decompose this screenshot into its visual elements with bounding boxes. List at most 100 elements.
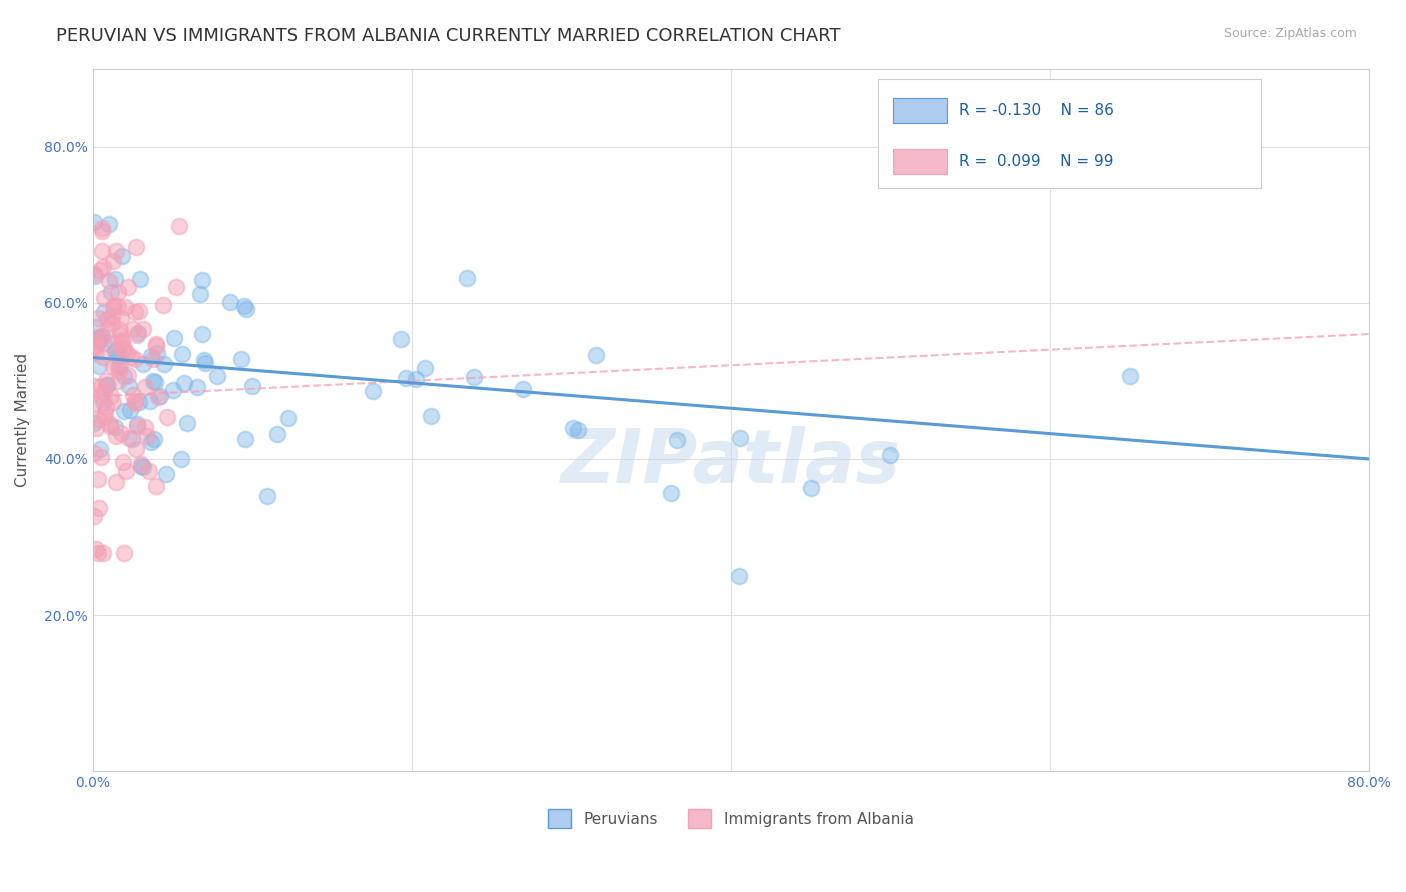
Point <box>124 351 146 366</box>
Point <box>395 371 418 385</box>
Point <box>96 375 118 389</box>
Point <box>114 403 136 417</box>
Point <box>125 239 148 253</box>
Point <box>96 378 118 392</box>
Point <box>83 446 105 460</box>
Point <box>104 344 127 359</box>
Point <box>143 432 166 446</box>
Point <box>152 298 174 312</box>
Point <box>136 429 159 443</box>
Point <box>91 546 114 560</box>
Point <box>90 389 112 403</box>
Point <box>90 244 112 259</box>
Point <box>89 442 111 457</box>
Point <box>125 442 148 456</box>
Point <box>91 350 114 364</box>
Point <box>93 291 115 305</box>
Point <box>420 409 443 423</box>
Point <box>128 395 150 409</box>
Point <box>567 423 589 437</box>
Point <box>145 479 167 493</box>
Point <box>84 421 107 435</box>
Point <box>90 379 112 393</box>
Point <box>86 546 108 560</box>
Point <box>129 457 152 471</box>
Point <box>97 322 120 336</box>
Point <box>96 311 118 326</box>
Point <box>138 465 160 479</box>
Point <box>107 285 129 300</box>
Point <box>114 300 136 314</box>
Point <box>111 334 134 349</box>
Point <box>879 448 901 462</box>
Point <box>115 464 138 478</box>
Point <box>134 380 156 394</box>
Point <box>105 244 128 259</box>
Point <box>219 294 242 309</box>
Point <box>1119 369 1142 384</box>
Point <box>128 303 150 318</box>
Point <box>105 344 128 359</box>
Point <box>256 490 278 504</box>
Point <box>132 357 155 371</box>
Point <box>170 452 193 467</box>
Point <box>87 311 110 326</box>
Point <box>84 340 107 354</box>
Point <box>405 372 427 386</box>
Point <box>107 374 129 388</box>
Point <box>155 467 177 482</box>
Text: R = -0.130    N = 86: R = -0.130 N = 86 <box>959 103 1114 119</box>
Point <box>90 450 112 464</box>
Point <box>121 387 143 401</box>
Point <box>93 335 115 350</box>
Point <box>266 427 288 442</box>
Point <box>112 455 135 469</box>
Point <box>138 393 160 408</box>
Point <box>172 347 194 361</box>
Point <box>107 349 129 363</box>
Point <box>727 569 749 583</box>
Point <box>103 337 125 351</box>
Point <box>127 326 149 341</box>
Point <box>84 334 107 348</box>
Point <box>108 364 131 378</box>
Point <box>87 412 110 426</box>
Point <box>115 346 138 360</box>
Point <box>231 351 253 366</box>
Point <box>83 379 105 393</box>
Point <box>110 358 132 372</box>
Point <box>83 345 105 359</box>
FancyBboxPatch shape <box>877 79 1261 188</box>
Point <box>173 376 195 390</box>
Point <box>101 316 124 330</box>
Point <box>83 509 105 524</box>
Legend: Peruvians, Immigrants from Albania: Peruvians, Immigrants from Albania <box>543 803 920 834</box>
Point <box>83 268 105 282</box>
Point <box>97 217 120 231</box>
Point <box>84 338 107 352</box>
Point <box>145 336 167 351</box>
Point <box>90 329 112 343</box>
Point <box>84 268 107 283</box>
Point <box>101 254 124 268</box>
Point <box>118 431 141 445</box>
Bar <box>893 149 946 174</box>
Point <box>191 327 214 342</box>
Point <box>562 421 585 435</box>
Point <box>84 320 107 334</box>
Text: PERUVIAN VS IMMIGRANTS FROM ALBANIA CURRENTLY MARRIED CORRELATION CHART: PERUVIAN VS IMMIGRANTS FROM ALBANIA CURR… <box>56 27 841 45</box>
Point <box>585 348 607 362</box>
Point <box>118 403 141 417</box>
Point <box>93 409 115 424</box>
Point <box>86 541 108 556</box>
Point <box>124 394 146 409</box>
Point <box>232 299 254 313</box>
Point <box>132 322 155 336</box>
Point <box>103 300 125 314</box>
Point <box>105 429 128 443</box>
Point <box>110 310 132 325</box>
Text: R =  0.099    N = 99: R = 0.099 N = 99 <box>959 153 1114 169</box>
Point <box>124 395 146 409</box>
Point <box>134 419 156 434</box>
Point <box>193 353 215 368</box>
